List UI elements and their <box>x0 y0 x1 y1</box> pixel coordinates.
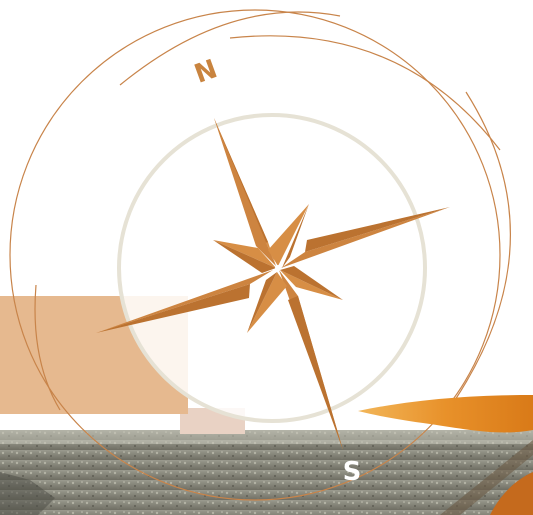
swoosh-tail <box>490 472 533 515</box>
north-label: N <box>191 54 222 90</box>
ne-point <box>268 204 309 266</box>
orange-swoosh <box>358 395 533 433</box>
sw-point <box>247 272 287 333</box>
rail-track <box>440 440 533 515</box>
west-point-body <box>96 270 273 333</box>
dark-stones <box>0 472 55 515</box>
sw-point-dark <box>247 272 277 333</box>
compass-center <box>275 265 281 271</box>
east-point-dark <box>305 207 450 252</box>
west-point-dark <box>96 284 250 333</box>
arc-top <box>119 11 341 86</box>
gravel-haze <box>0 430 533 444</box>
east-point-body <box>281 207 450 268</box>
south-label: S <box>343 457 362 487</box>
ne-point-dark <box>282 204 309 268</box>
north-point-body <box>214 118 276 266</box>
compass-star <box>96 118 450 450</box>
outer-ring <box>9 9 501 501</box>
south-point-dark <box>288 296 343 450</box>
arc-right <box>454 91 512 401</box>
north-point-dark <box>214 118 268 246</box>
se-point-dark <box>280 266 343 300</box>
arc-left <box>34 284 61 411</box>
gravel-ground <box>0 430 533 515</box>
arc-top-right <box>229 35 501 151</box>
nw-point-dark <box>213 240 276 273</box>
